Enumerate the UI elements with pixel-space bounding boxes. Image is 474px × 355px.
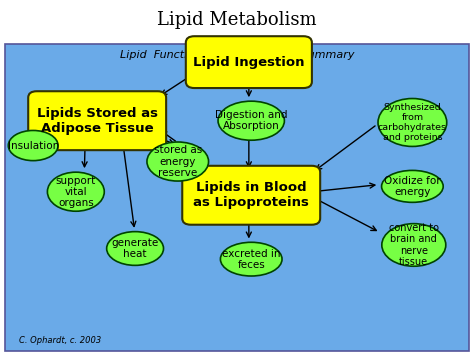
Text: convert to
brain and
nerve
tissue: convert to brain and nerve tissue xyxy=(389,223,439,267)
Ellipse shape xyxy=(47,172,104,211)
FancyBboxPatch shape xyxy=(186,36,312,88)
Text: Lipid Metabolism: Lipid Metabolism xyxy=(157,11,317,28)
Ellipse shape xyxy=(147,142,209,181)
Text: Lipid Ingestion: Lipid Ingestion xyxy=(193,56,305,69)
Text: Digestion and
Absorption: Digestion and Absorption xyxy=(215,110,287,131)
FancyBboxPatch shape xyxy=(5,44,469,351)
Ellipse shape xyxy=(9,130,58,160)
FancyBboxPatch shape xyxy=(28,91,166,150)
Text: C. Ophardt, c. 2003: C. Ophardt, c. 2003 xyxy=(19,336,101,345)
Text: Lipids Stored as
Adipose Tissue: Lipids Stored as Adipose Tissue xyxy=(36,107,158,135)
Text: generate
heat: generate heat xyxy=(111,238,159,259)
Text: support
vital
organs: support vital organs xyxy=(56,175,96,208)
FancyBboxPatch shape xyxy=(182,166,320,225)
Ellipse shape xyxy=(107,231,164,266)
Text: Oxidize for
energy: Oxidize for energy xyxy=(384,176,441,197)
Text: Lipids in Blood
as Lipoproteins: Lipids in Blood as Lipoproteins xyxy=(193,181,309,209)
Ellipse shape xyxy=(382,224,446,266)
Ellipse shape xyxy=(378,98,447,146)
Text: Insulation: Insulation xyxy=(8,141,59,151)
Text: Synthesized
from
carbohydrates
and proteins: Synthesized from carbohydrates and prote… xyxy=(378,103,447,142)
Text: excreted in
feces: excreted in feces xyxy=(222,248,281,270)
Text: Lipid  Function and  Metabolism Summary: Lipid Function and Metabolism Summary xyxy=(120,50,354,60)
Ellipse shape xyxy=(382,170,443,202)
Text: stored as
energy
reserve: stored as energy reserve xyxy=(154,145,202,178)
Ellipse shape xyxy=(218,101,284,140)
Ellipse shape xyxy=(220,242,282,276)
